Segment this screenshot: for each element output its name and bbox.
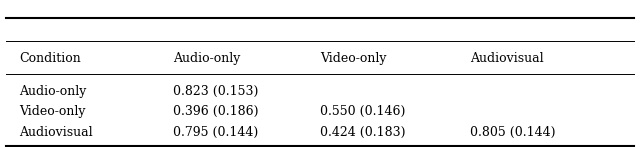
Text: Audio-only: Audio-only: [173, 52, 240, 65]
Text: Audiovisual: Audiovisual: [470, 52, 544, 65]
Text: Audiovisual: Audiovisual: [19, 126, 93, 139]
Text: 0.823 (0.153): 0.823 (0.153): [173, 85, 258, 98]
Text: Condition: Condition: [19, 52, 81, 65]
Text: 0.795 (0.144): 0.795 (0.144): [173, 126, 258, 139]
Text: Video-only: Video-only: [19, 105, 86, 118]
Text: 0.550 (0.146): 0.550 (0.146): [320, 105, 405, 118]
Text: 0.396 (0.186): 0.396 (0.186): [173, 105, 259, 118]
Text: 0.424 (0.183): 0.424 (0.183): [320, 126, 406, 139]
Text: 0.805 (0.144): 0.805 (0.144): [470, 126, 556, 139]
Text: Video-only: Video-only: [320, 52, 387, 65]
Text: Audio-only: Audio-only: [19, 85, 86, 98]
